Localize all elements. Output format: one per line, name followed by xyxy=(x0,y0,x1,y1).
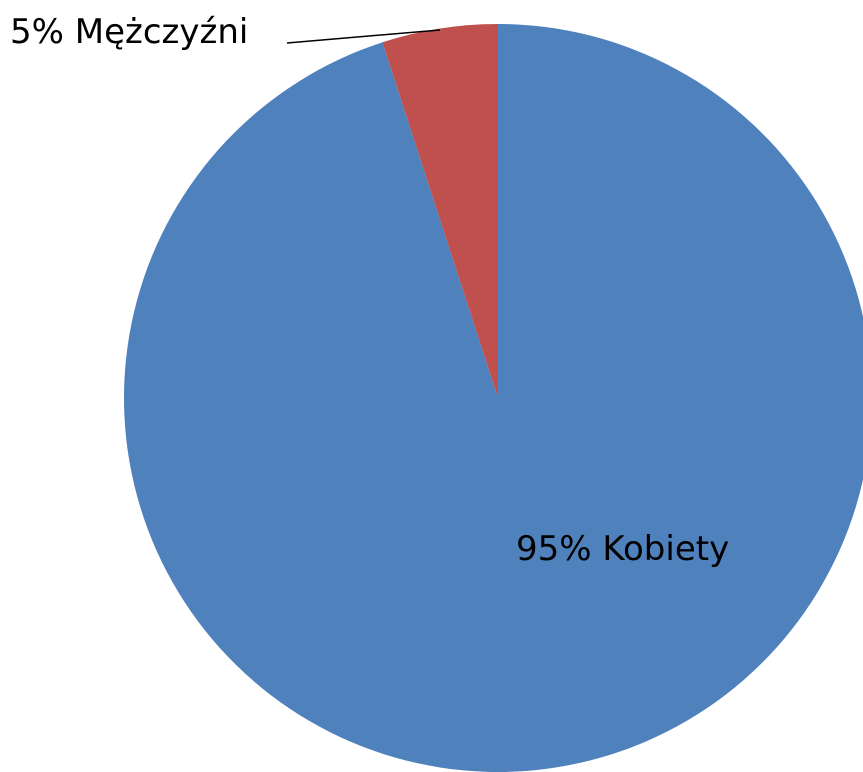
category-label: Kobiety xyxy=(602,529,729,569)
data-label: 95% Kobiety xyxy=(516,529,729,569)
leader-line xyxy=(286,29,441,44)
value-label: 95% xyxy=(516,529,592,569)
category-label: Mężczyźni xyxy=(75,12,249,52)
pie-slice xyxy=(124,24,863,772)
data-label: 5% Mężczyźni xyxy=(10,12,248,52)
value-label: 5% xyxy=(10,12,64,52)
pie-slice xyxy=(382,24,498,398)
